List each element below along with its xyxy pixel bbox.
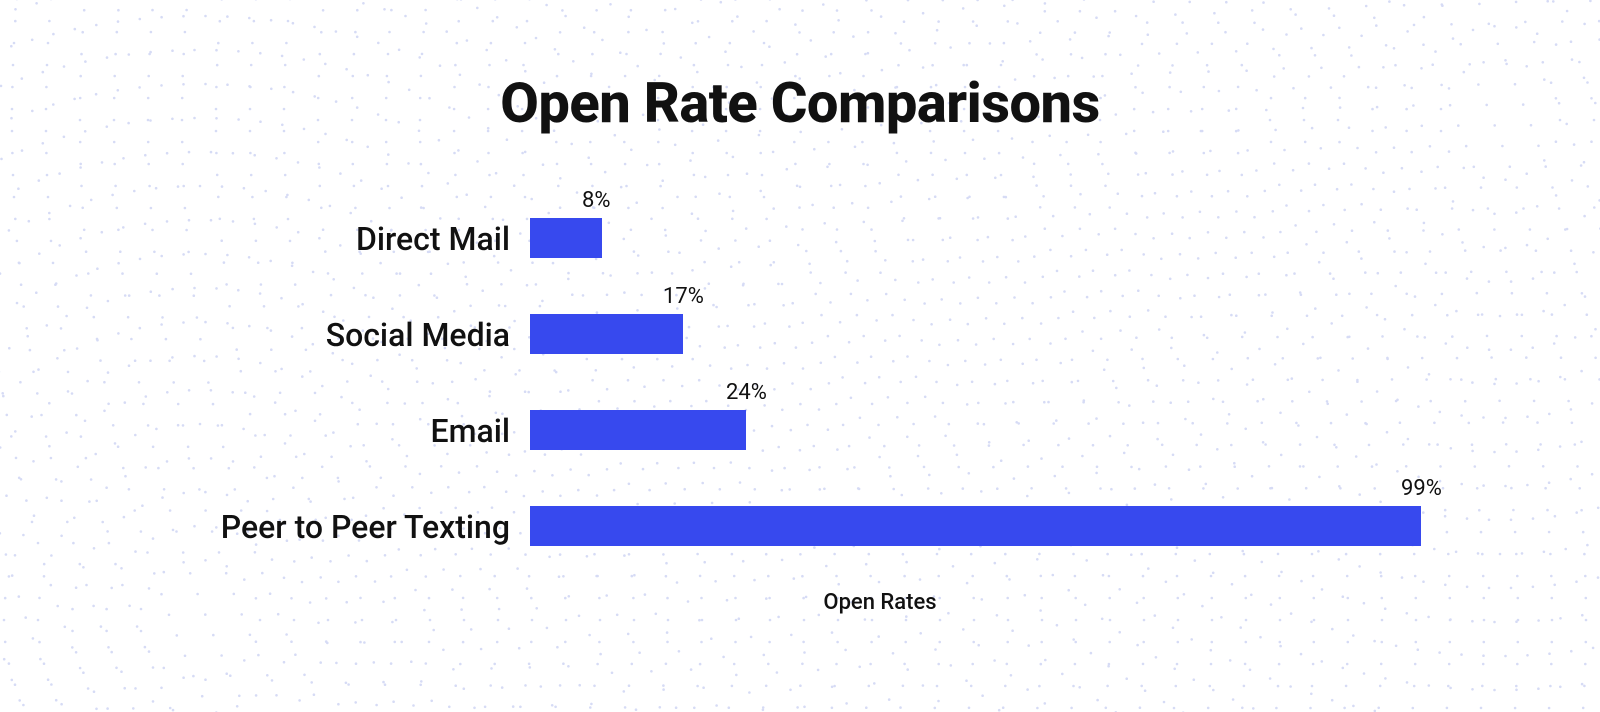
value-label: 8%: [582, 188, 610, 213]
bar: [530, 218, 602, 258]
category-label: Email: [90, 412, 510, 450]
chart-title: Open Rate Comparisons: [0, 70, 1600, 136]
category-label: Peer to Peer Texting: [90, 508, 510, 546]
category-label: Social Media: [90, 316, 510, 354]
value-label: 99%: [1401, 476, 1442, 501]
value-label: 24%: [726, 380, 767, 405]
chart-container: Open Rate Comparisons Direct Mail 8% Socia…: [0, 0, 1600, 712]
category-label: Direct Mail: [90, 220, 510, 258]
bar: [530, 410, 746, 450]
bar: [530, 314, 683, 354]
value-label: 17%: [663, 284, 704, 309]
x-axis-label: Open Rates: [730, 590, 1030, 615]
bar: [530, 506, 1421, 546]
